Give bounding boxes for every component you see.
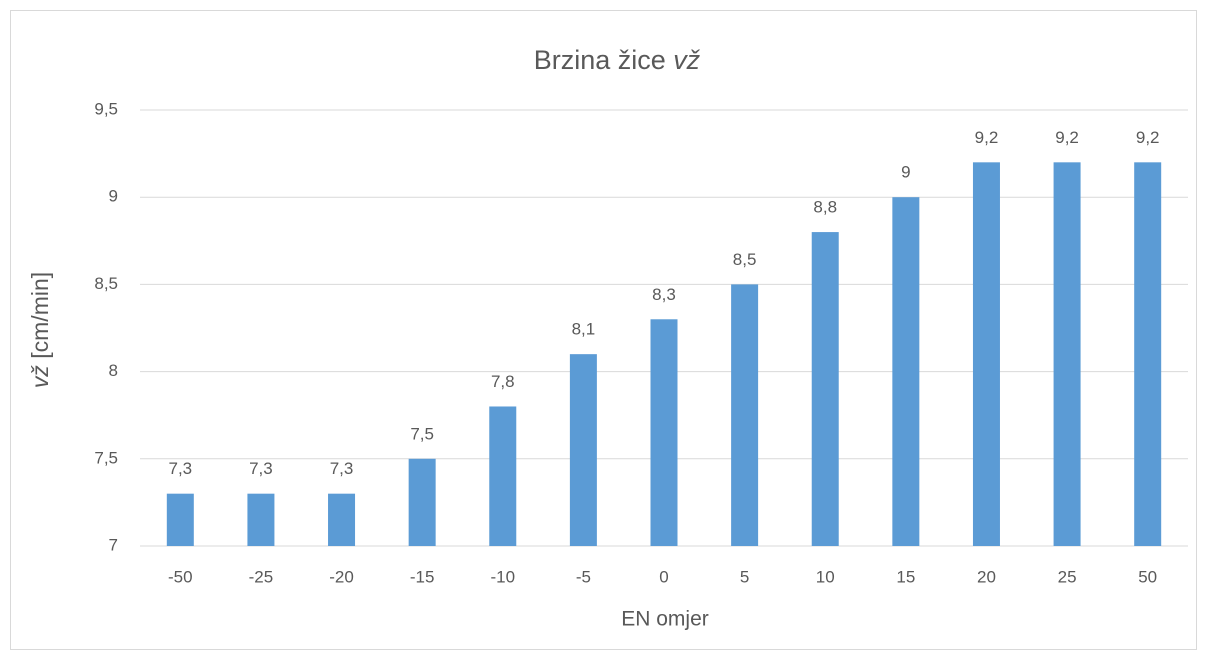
data-label: 7,5 <box>410 424 434 443</box>
bar <box>489 406 517 546</box>
bar <box>972 162 1000 546</box>
data-label: 9,2 <box>1055 128 1079 147</box>
x-tick-label: -15 <box>410 567 435 586</box>
x-tick-label: 0 <box>659 567 668 586</box>
x-tick-label: -50 <box>168 567 193 586</box>
y-tick-label: 9 <box>109 187 118 206</box>
data-label: 9,2 <box>1136 128 1160 147</box>
y-label-symbol: vž <box>27 365 53 389</box>
bar <box>569 354 597 546</box>
y-tick-label: 7,5 <box>94 448 118 467</box>
bar <box>892 197 920 546</box>
chart-border <box>10 10 1197 650</box>
x-tick-label: 10 <box>816 567 835 586</box>
y-tick-label: 8,5 <box>94 274 118 293</box>
x-tick-label: 15 <box>896 567 915 586</box>
y-axis-label: vž [cm/min] <box>27 272 53 388</box>
bar <box>731 284 759 546</box>
x-tick-label: 50 <box>1138 567 1157 586</box>
y-tick-label: 7 <box>109 535 118 554</box>
data-label: 8,5 <box>733 250 757 269</box>
x-tick-label: 5 <box>740 567 749 586</box>
bar <box>1134 162 1162 546</box>
x-tick-label: -25 <box>249 567 274 586</box>
x-tick-label: -20 <box>329 567 354 586</box>
title-symbol: vž <box>673 45 701 75</box>
data-label: 8,8 <box>813 198 837 217</box>
data-label: 7,3 <box>168 459 192 478</box>
data-label: 7,3 <box>249 459 273 478</box>
y-tick-label: 8 <box>109 361 118 380</box>
y-label-text: [cm/min] <box>27 272 53 359</box>
x-tick-label: 25 <box>1058 567 1077 586</box>
bar <box>1053 162 1081 546</box>
data-label: 8,1 <box>572 320 596 339</box>
bar <box>811 232 839 546</box>
bar <box>650 319 678 546</box>
chart-title: Brzina žice vž <box>534 45 701 75</box>
x-tick-label: -10 <box>490 567 515 586</box>
title-text: Brzina žice <box>534 45 666 75</box>
x-tick-label: -5 <box>576 567 591 586</box>
bar <box>328 493 356 546</box>
data-label: 8,3 <box>652 285 676 304</box>
data-label: 9 <box>901 163 910 182</box>
data-label: 7,3 <box>330 459 354 478</box>
data-label: 7,8 <box>491 372 515 391</box>
bar <box>166 493 194 546</box>
bar <box>408 458 436 546</box>
x-tick-label: 20 <box>977 567 996 586</box>
x-axis-label: EN omjer <box>621 608 709 631</box>
data-label: 9,2 <box>975 128 999 147</box>
y-tick-label: 9,5 <box>94 99 118 118</box>
bar <box>247 493 275 546</box>
